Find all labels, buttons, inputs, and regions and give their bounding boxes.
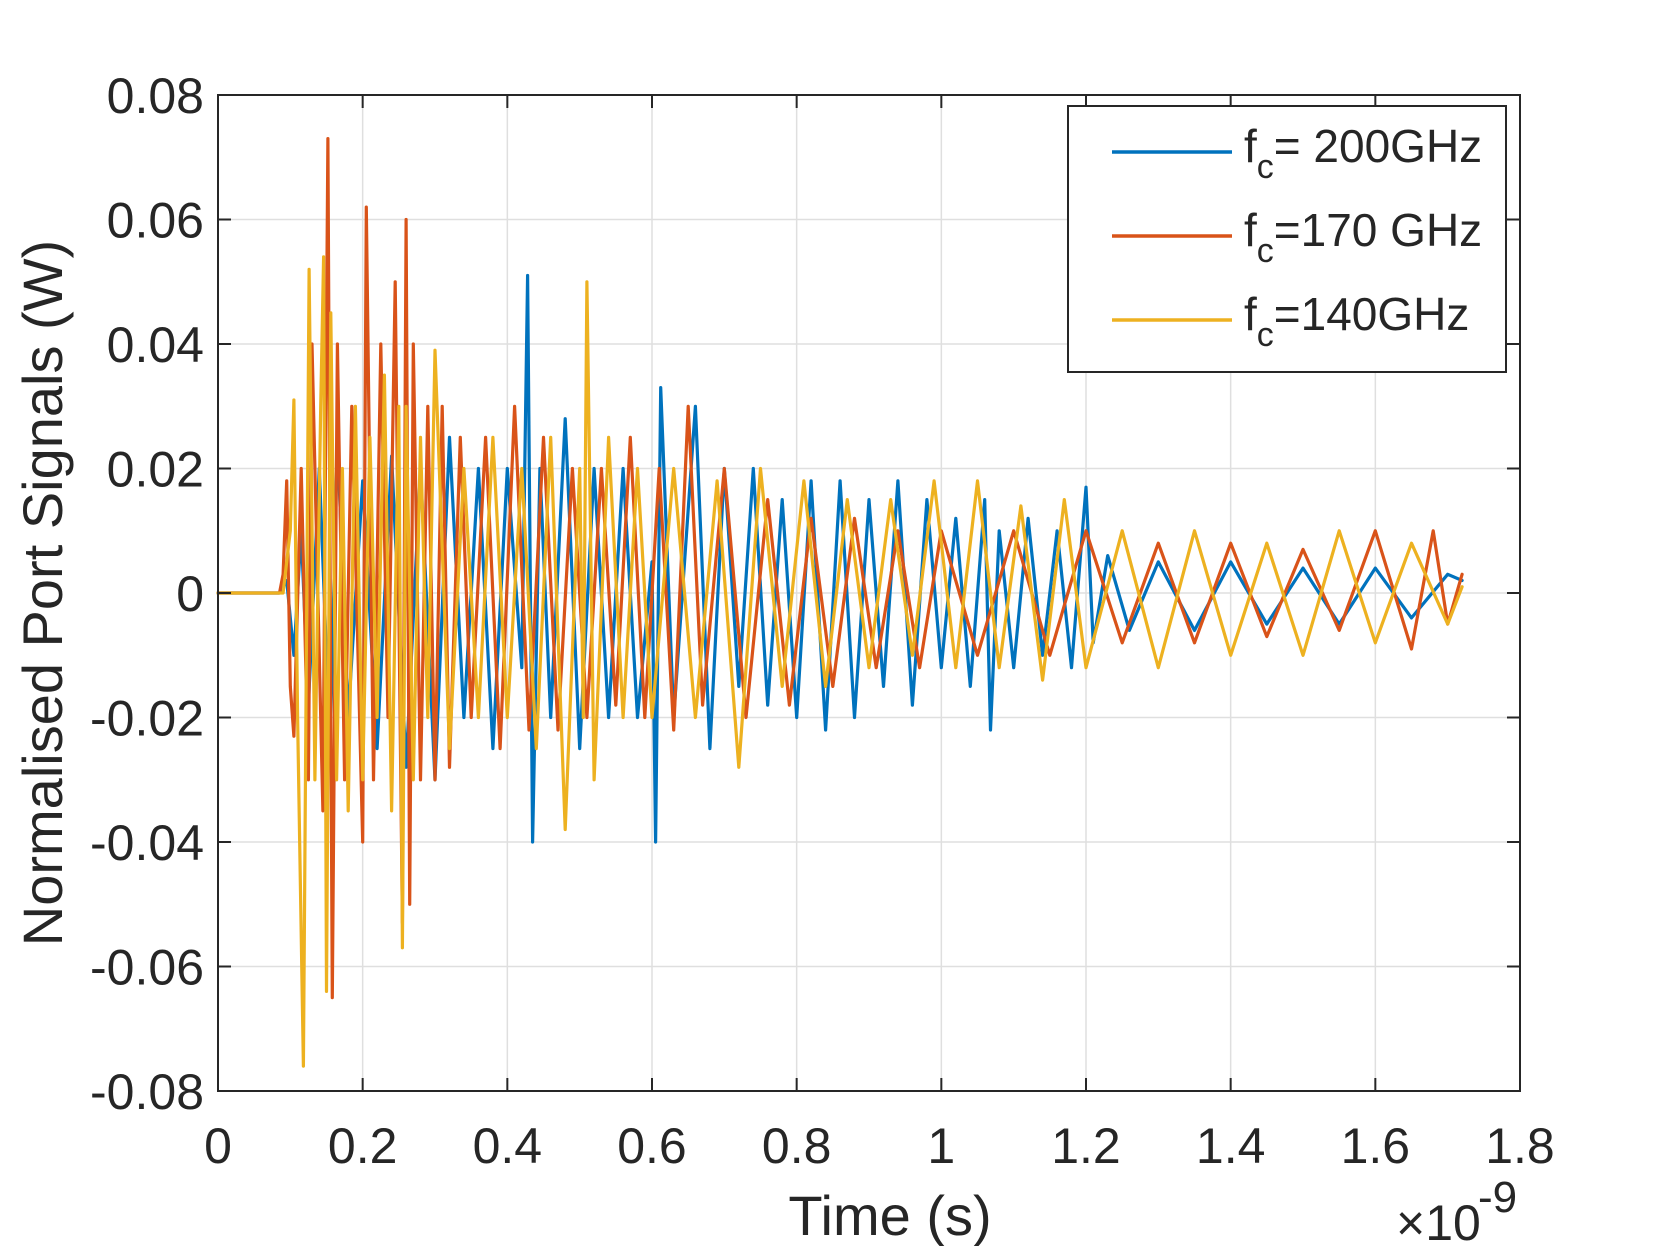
legend-entries: fc= 200GHz fc=170 GHz fc=140GHz (1112, 120, 1482, 354)
y-tick-label: 0.06 (107, 193, 204, 249)
y-axis-label: Normalised Port Signals (W) (11, 240, 74, 946)
x-tick-label: 0.8 (762, 1118, 832, 1174)
y-tick-label: -0.04 (90, 815, 204, 871)
x-tick-label: 1.6 (1341, 1118, 1411, 1174)
legend: fc= 200GHz fc=170 GHz fc=140GHz (1067, 105, 1507, 373)
y-tick-label: -0.06 (90, 940, 204, 996)
x-exponent-base: ×10 (1396, 1195, 1481, 1246)
y-tick-label: 0 (176, 566, 204, 622)
legend-label-1: fc=170 GHz (1244, 204, 1482, 270)
x-tick-label: 0.6 (617, 1118, 687, 1174)
y-tick-label: -0.02 (90, 691, 204, 747)
x-exponent-power: -9 (1478, 1173, 1517, 1222)
x-axis-label: Time (s) (788, 1184, 991, 1246)
x-tick-labels: 0 0.2 0.4 0.6 0.8 1 1.2 1.4 1.6 1.8 (204, 1118, 1555, 1174)
x-tick-label: 1 (927, 1118, 955, 1174)
series-line-2 (216, 255, 1464, 1068)
x-tick-label: 0.2 (328, 1118, 398, 1174)
y-tick-label: 0.08 (107, 68, 204, 124)
y-tick-labels: -0.08 -0.06 -0.04 -0.02 0 0.02 0.04 0.06 0.08 (90, 68, 204, 1120)
x-tick-label: 1.2 (1051, 1118, 1121, 1174)
axis-ticks (217, 94, 1521, 1092)
y-tick-label: -0.08 (90, 1064, 204, 1120)
legend-label-0: fc= 200GHz (1244, 120, 1482, 186)
x-tick-label: 1.8 (1485, 1118, 1555, 1174)
y-tick-label: 0.04 (107, 317, 204, 373)
series-layer (216, 137, 1464, 1068)
x-exponent-label: ×10 -9 (1396, 1173, 1517, 1246)
legend-label-2: fc=140GHz (1244, 288, 1469, 354)
x-tick-label: 1.4 (1196, 1118, 1266, 1174)
x-tick-label: 0.4 (473, 1118, 543, 1174)
y-tick-label: 0.02 (107, 442, 204, 498)
x-tick-label: 0 (204, 1118, 232, 1174)
